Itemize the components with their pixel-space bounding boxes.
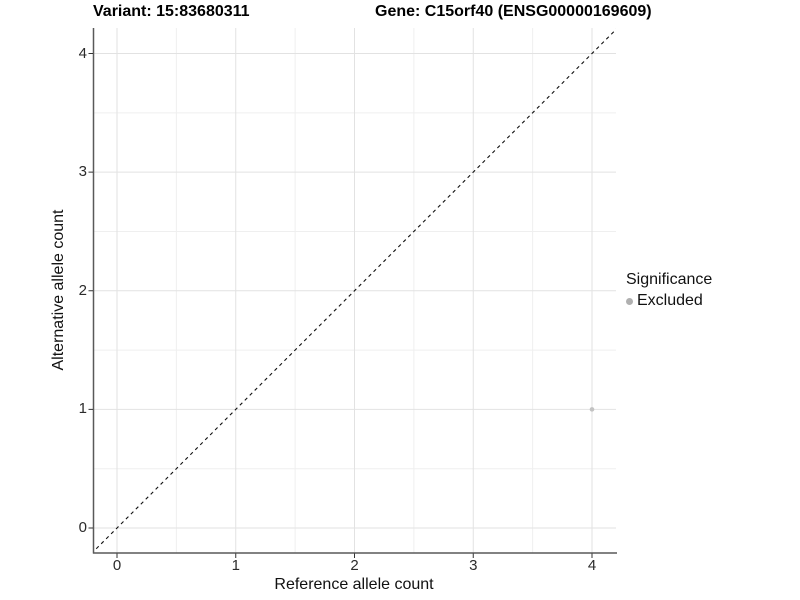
- legend-title: Significance: [626, 271, 713, 288]
- y-tick-label: 0: [78, 519, 87, 536]
- x-tick-label: 3: [469, 557, 478, 574]
- legend-key-dot-icon: [626, 297, 633, 305]
- plot-geoms: [93, 28, 616, 553]
- gene-title: Gene: C15orf40 (ENSG00000169609): [375, 3, 652, 20]
- data-point: [589, 407, 595, 412]
- legend: Significance Excluded: [626, 271, 712, 310]
- legend-entry-excluded: Excluded: [626, 292, 712, 310]
- y-tick-label: 3: [78, 163, 87, 181]
- legend-entry-label: Excluded: [637, 292, 703, 309]
- x-axis-title: Reference allele count: [274, 576, 434, 593]
- y-tick-label: 2: [78, 281, 87, 299]
- identity-line: [93, 28, 616, 553]
- x-tick-label: 1: [231, 557, 240, 574]
- y-tick-label: 1: [78, 400, 87, 418]
- x-tick-label: 4: [587, 557, 597, 574]
- axes: [88, 28, 617, 558]
- variant-title: Variant: 15:83680311: [93, 3, 250, 20]
- x-tick-label: 0: [112, 557, 122, 574]
- y-tick-label: 4: [78, 44, 87, 62]
- x-tick-label: 2: [350, 557, 359, 574]
